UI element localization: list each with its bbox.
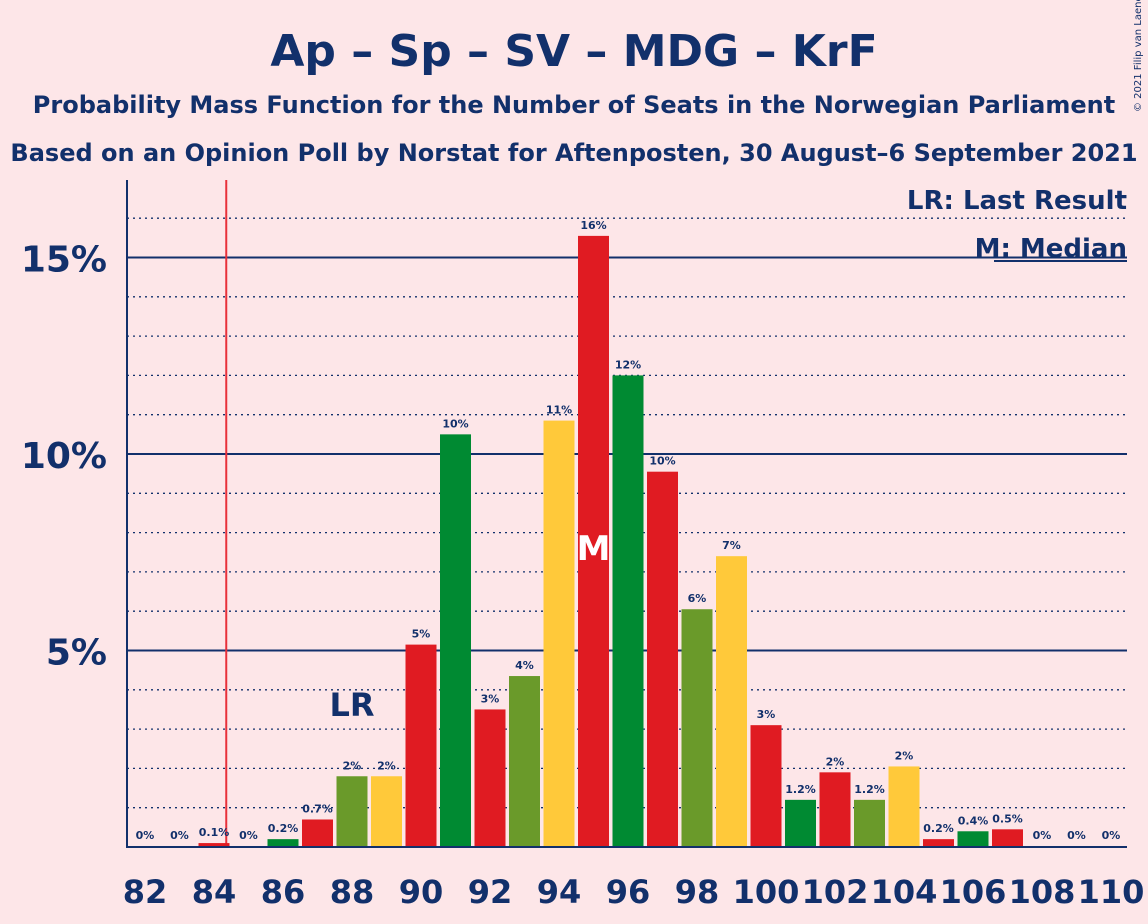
- bar-104: [888, 766, 920, 847]
- bar-94: [543, 420, 575, 847]
- bars-group: 0% 0% 0.1% 0%0.2%0.7%2% 2%5%10%3%4%11%16%12%…: [136, 219, 1121, 847]
- x-tick-label: 106: [940, 873, 1007, 911]
- x-tick-label: 98: [675, 873, 720, 911]
- bar-87: [302, 819, 333, 847]
- x-tick-label: 110: [1078, 873, 1145, 911]
- bar-99: [716, 556, 747, 847]
- x-tick-label: 86: [261, 873, 306, 911]
- chart-title: Ap – Sp – SV – MDG – KrF: [270, 26, 877, 77]
- median-marker: M: [577, 529, 611, 569]
- bar-88: [336, 776, 368, 847]
- x-tick-label: 96: [606, 873, 651, 911]
- x-tick-label: 104: [871, 873, 938, 911]
- bar-value-label: 0.2%: [923, 822, 954, 835]
- bar-106: [957, 831, 989, 847]
- x-tick-label: 84: [192, 873, 237, 911]
- bar-value-label: 0%: [170, 829, 189, 842]
- bar-value-label: 2%: [343, 759, 362, 772]
- bar-95: [578, 235, 609, 847]
- x-tick-label: 82: [123, 873, 168, 911]
- copyright-notice: © 2021 Filip van Laenen: [1133, 0, 1144, 112]
- bar-value-label: 3%: [757, 708, 776, 721]
- bar-value-label: 2%: [826, 755, 845, 768]
- bar-value-label: 2%: [895, 749, 914, 762]
- bar-value-label: 0%: [239, 829, 258, 842]
- y-tick-label: 5%: [46, 633, 107, 674]
- x-tick-label: 88: [330, 873, 375, 911]
- bar-105: [923, 839, 954, 847]
- bar-value-label: 0.2%: [268, 822, 299, 835]
- bar-98: [681, 609, 713, 847]
- bar-value-label: 5%: [412, 628, 431, 641]
- x-tick-label: 108: [1009, 873, 1076, 911]
- y-tick-label: 10%: [21, 436, 107, 477]
- x-tick-label: 94: [537, 873, 582, 911]
- bar-100: [750, 725, 782, 847]
- bar-value-label: 0%: [1033, 829, 1052, 842]
- bar-89: [371, 776, 402, 847]
- bar-91: [440, 434, 471, 847]
- legend-median: M: Median: [975, 234, 1127, 264]
- bar-value-label: 10%: [442, 417, 468, 430]
- bar-value-label: 1.2%: [854, 783, 885, 796]
- bar-107: [992, 829, 1023, 847]
- bar-101: [785, 799, 816, 847]
- bar-value-label: 0.5%: [992, 812, 1023, 825]
- x-tick-label: 100: [733, 873, 800, 911]
- bar-value-label: 6%: [688, 592, 707, 605]
- bar-value-label: 0%: [1067, 829, 1086, 842]
- bar-value-label: 0%: [136, 829, 155, 842]
- last-result-marker: LR: [329, 686, 374, 724]
- y-tick-label: 15%: [21, 240, 107, 281]
- bar-84: [198, 843, 230, 847]
- bar-93: [509, 676, 540, 847]
- legend-last-result: LR: Last Result: [907, 186, 1127, 216]
- chart-subtitle-poll: Based on an Opinion Poll by Norstat for …: [10, 139, 1137, 167]
- axes: 5%10%15%82 84 86 88 90 92 94 96 98 100 102 104 106 10…: [21, 180, 1145, 911]
- bar-value-label: 1.2%: [785, 783, 816, 796]
- bar-97: [647, 471, 678, 847]
- bar-value-label: 0.7%: [302, 802, 333, 815]
- bar-92: [474, 709, 506, 847]
- x-tick-label: 102: [802, 873, 869, 911]
- bar-96: [612, 375, 644, 847]
- bar-value-label: 4%: [515, 659, 534, 672]
- bar-value-label: 7%: [722, 539, 741, 552]
- x-tick-label: 92: [468, 873, 513, 911]
- bar-102: [819, 772, 851, 847]
- bar-value-label: 3%: [481, 692, 500, 705]
- bar-value-label: 12%: [615, 358, 641, 371]
- bar-value-label: 2%: [377, 759, 396, 772]
- bar-value-label: 0.1%: [199, 826, 230, 839]
- chart-subtitle: Probability Mass Function for the Number…: [33, 91, 1115, 119]
- bar-value-label: 10%: [649, 455, 675, 468]
- bar-103: [854, 799, 885, 847]
- bar-value-label: 16%: [580, 219, 606, 232]
- bar-90: [405, 644, 437, 847]
- bar-86: [267, 839, 299, 847]
- x-tick-label: 90: [399, 873, 444, 911]
- bar-value-label: 11%: [546, 404, 572, 417]
- bar-value-label: 0%: [1102, 829, 1121, 842]
- bar-value-label: 0.4%: [958, 814, 989, 827]
